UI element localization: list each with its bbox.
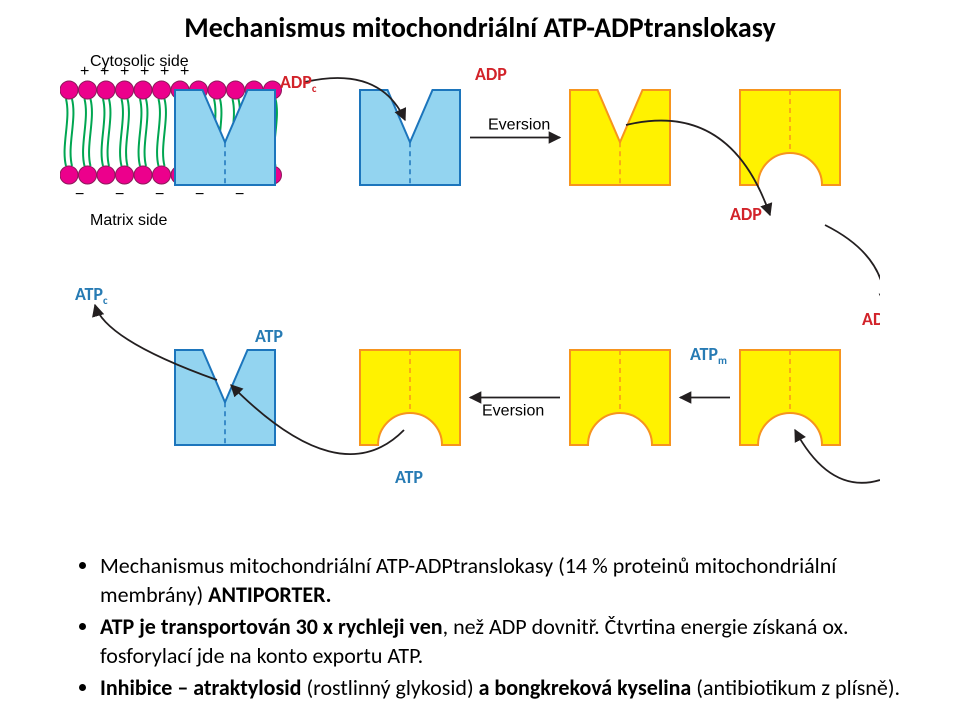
- svg-text:ADP: ADP: [475, 63, 507, 85]
- svg-text:ATP: ATP: [395, 466, 423, 488]
- bullet-item: Inhibice – atraktylosid (rostlinný glyko…: [100, 674, 940, 703]
- svg-text:−: −: [115, 186, 124, 203]
- page-title: Mechanismus mitochondriální ATP-ADPtrans…: [0, 10, 960, 45]
- svg-text:ATPm: ATPm: [690, 343, 727, 367]
- svg-text:+: +: [80, 63, 89, 80]
- svg-text:Cytosolic side: Cytosolic side: [90, 53, 189, 70]
- svg-text:Eversion: Eversion: [482, 403, 544, 420]
- svg-text:−: −: [155, 186, 164, 203]
- bullet-item: Mechanismus mitochondriální ATP-ADPtrans…: [100, 552, 940, 609]
- svg-text:ADP: ADP: [730, 203, 762, 225]
- svg-text:Matrix side: Matrix side: [90, 212, 167, 229]
- svg-text:ADPm: ADPm: [862, 308, 880, 332]
- svg-text:ATP: ATP: [255, 325, 283, 347]
- svg-text:−: −: [195, 186, 204, 203]
- svg-text:ATPc: ATPc: [75, 283, 108, 307]
- svg-text:ADPc: ADPc: [280, 71, 317, 95]
- bullet-item: ATP je transportován 30 x rychleji ven, …: [100, 613, 940, 670]
- bullet-list: Mechanismus mitochondriální ATP-ADPtrans…: [60, 552, 940, 707]
- svg-text:−: −: [75, 186, 84, 203]
- svg-text:−: −: [235, 186, 244, 203]
- diagram: ++++++−−−−−Cytosolic sideMatrix sideADPc…: [60, 50, 880, 515]
- svg-text:Eversion: Eversion: [488, 117, 550, 134]
